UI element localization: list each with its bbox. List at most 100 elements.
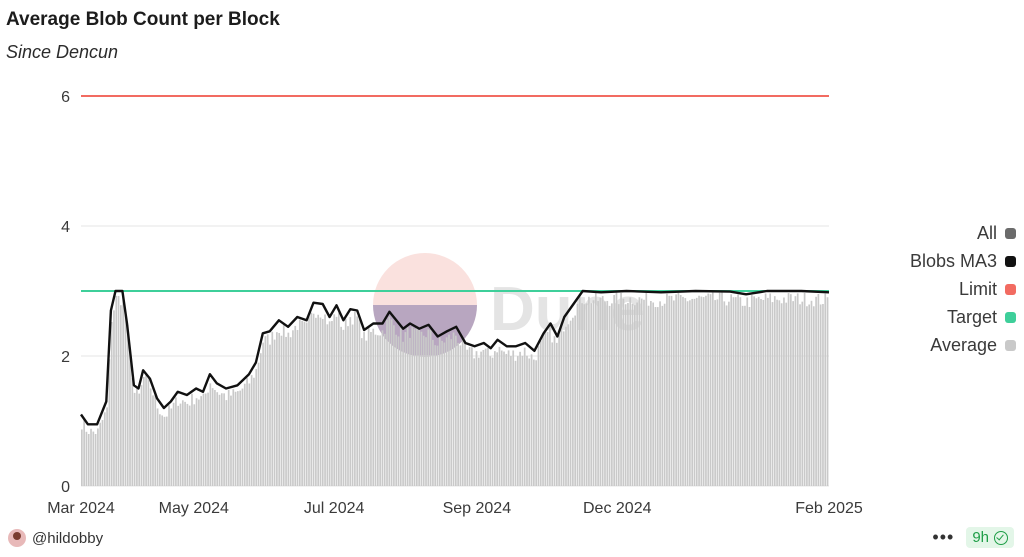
average-bar [399, 327, 402, 486]
average-bar [647, 305, 650, 486]
average-bar [448, 334, 450, 486]
average-bar [301, 320, 303, 486]
average-bar [468, 347, 471, 486]
average-bar [734, 297, 737, 486]
average-bar [521, 355, 524, 486]
average-bar [280, 335, 283, 486]
average-bar [482, 349, 485, 486]
average-bar [530, 354, 533, 486]
x-tick-label: Feb 2025 [795, 500, 863, 517]
average-bar [533, 359, 535, 486]
average-bar [473, 358, 476, 486]
average-bar [594, 292, 597, 486]
average-bar [753, 296, 755, 486]
average-bar [429, 330, 432, 486]
average-bar [737, 294, 739, 486]
average-bar [315, 317, 317, 486]
average-bar [202, 393, 205, 486]
more-options-button[interactable]: ••• [932, 527, 955, 547]
average-bar [354, 311, 356, 486]
y-axis: 0 2 4 6 [61, 89, 70, 496]
chart-legend: All Blobs MA3 Limit Target Average [910, 219, 1016, 359]
average-bar [363, 332, 365, 486]
average-bar [113, 310, 115, 486]
average-bar [296, 329, 299, 486]
average-bar [617, 304, 620, 486]
legend-item-limit[interactable]: Limit [910, 275, 1016, 303]
average-bar [106, 407, 108, 486]
average-bar [273, 339, 276, 486]
average-bar [308, 316, 310, 486]
legend-item-target[interactable]: Target [910, 303, 1016, 331]
average-bar [523, 347, 526, 486]
footer-actions: ••• 9h [932, 527, 1014, 548]
average-bar [785, 302, 788, 486]
average-bar [374, 334, 377, 486]
average-bar [461, 339, 464, 486]
average-bar [142, 376, 145, 486]
average-bar [303, 321, 306, 486]
average-bar [225, 400, 228, 486]
average-bar [822, 304, 824, 486]
average-bar [390, 319, 393, 486]
average-bar [762, 299, 765, 486]
average-bar [459, 345, 462, 486]
average-bar [131, 377, 134, 486]
average-bar [83, 419, 85, 486]
average-bar [815, 296, 817, 486]
average-bar [289, 337, 292, 486]
average-bar [643, 299, 645, 486]
average-bar [516, 356, 519, 486]
average-bar [85, 431, 88, 486]
average-bar [347, 326, 349, 486]
average-bar [356, 316, 359, 486]
average-bar [422, 335, 425, 486]
average-bar [599, 297, 602, 486]
average-bar [108, 359, 111, 486]
average-bar [207, 392, 209, 486]
average-bar [739, 297, 742, 486]
average-bar [661, 305, 664, 486]
average-bar [569, 320, 572, 486]
average-bar [152, 395, 154, 486]
average-bar [432, 339, 434, 486]
check-circle-icon [994, 530, 1008, 545]
average-bar [110, 321, 113, 486]
author-link[interactable]: @hildobby [8, 529, 103, 547]
refresh-age-badge[interactable]: 9h [966, 527, 1014, 548]
legend-item-average[interactable]: Average [910, 331, 1016, 359]
average-bar [808, 304, 811, 486]
average-bar [264, 336, 267, 486]
average-bar [402, 341, 404, 486]
average-bar [232, 389, 235, 486]
average-bar [383, 333, 386, 486]
average-bar [418, 330, 420, 486]
average-bar [716, 299, 719, 486]
average-bar [179, 403, 182, 486]
average-bar [379, 335, 381, 486]
average-bar [750, 295, 753, 486]
average-bar [326, 324, 329, 486]
average-bar [799, 304, 801, 486]
average-bar [87, 434, 90, 486]
average-bar [542, 335, 544, 486]
average-bar [792, 301, 794, 486]
average-bar [253, 377, 255, 486]
average-bar [319, 317, 322, 486]
average-bar [631, 303, 634, 486]
legend-item-all[interactable]: All [910, 219, 1016, 247]
average-bar [615, 292, 618, 486]
average-bar [567, 324, 570, 486]
average-bar [367, 327, 370, 486]
ma3-series [80, 289, 830, 426]
average-bar [310, 312, 313, 486]
average-bar [126, 325, 129, 486]
legend-item-blobs-ma3[interactable]: Blobs MA3 [910, 247, 1016, 275]
average-bar [404, 332, 407, 486]
average-bar [335, 316, 338, 486]
average-bar [360, 338, 363, 486]
average-bar [376, 335, 379, 486]
average-bar [806, 306, 808, 486]
average-bar [572, 317, 574, 486]
average-bar [503, 351, 505, 486]
